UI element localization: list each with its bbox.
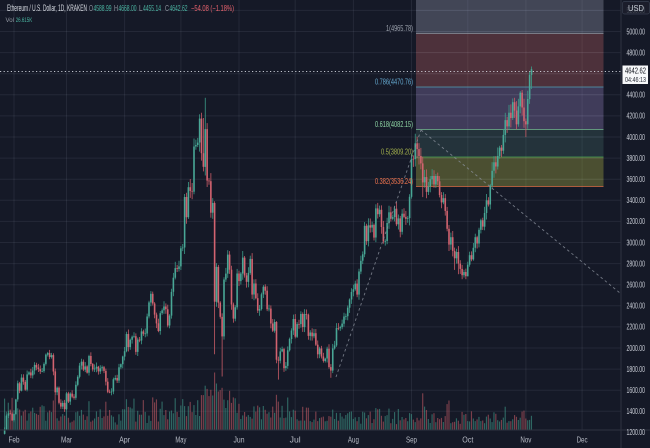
svg-text:Aug: Aug (348, 436, 359, 445)
svg-text:4800.00: 4800.00 (627, 48, 646, 57)
svg-text:H: H (114, 4, 118, 13)
svg-text:2000.00: 2000.00 (627, 344, 646, 353)
svg-text:USD: USD (628, 4, 644, 13)
svg-text:Apr: Apr (119, 436, 130, 445)
svg-text:5000.00: 5000.00 (627, 27, 646, 36)
svg-text:2800.00: 2800.00 (627, 259, 646, 268)
svg-text:3800.00: 3800.00 (627, 154, 646, 163)
svg-text:Sep: Sep (406, 436, 417, 445)
svg-text:Ethereum / U.S. Dollar, 1D, KR: Ethereum / U.S. Dollar, 1D, KRAKEN (7, 3, 87, 13)
svg-text:C: C (165, 4, 169, 13)
svg-text:1600.00: 1600.00 (627, 386, 646, 395)
svg-text:4400.00: 4400.00 (627, 91, 646, 100)
svg-text:04:46:13: 04:46:13 (625, 75, 646, 84)
svg-text:26.615K: 26.615K (16, 17, 33, 24)
svg-text:2200.00: 2200.00 (627, 323, 646, 332)
svg-text:3600.00: 3600.00 (627, 175, 646, 184)
svg-text:3200.00: 3200.00 (627, 217, 646, 226)
svg-text:1400.00: 1400.00 (627, 407, 646, 416)
svg-text:1200.00: 1200.00 (627, 428, 646, 437)
svg-text:Jun: Jun (234, 436, 245, 445)
svg-text:0.5(3809.20): 0.5(3809.20) (381, 148, 413, 157)
svg-text:0.618(4082.15): 0.618(4082.15) (375, 120, 413, 129)
svg-text:O: O (89, 4, 93, 13)
svg-text:4642.62: 4642.62 (170, 4, 188, 13)
svg-text:Dec: Dec (577, 436, 588, 445)
svg-text:4000.00: 4000.00 (627, 133, 646, 142)
svg-text:Jul: Jul (290, 436, 301, 445)
svg-text:4642.62: 4642.62 (625, 67, 646, 76)
svg-text:4588.99: 4588.99 (94, 4, 112, 13)
svg-text:2600.00: 2600.00 (627, 281, 646, 290)
svg-text:4200.00: 4200.00 (627, 112, 646, 121)
svg-text:Mar: Mar (61, 436, 72, 445)
svg-text:3400.00: 3400.00 (627, 196, 646, 205)
svg-text:1(4965.78): 1(4965.78) (386, 24, 413, 33)
svg-text:Feb: Feb (9, 436, 20, 445)
svg-text:1800.00: 1800.00 (627, 365, 646, 374)
svg-text:3000.00: 3000.00 (627, 238, 646, 247)
svg-text:0.786(4470.76): 0.786(4470.76) (375, 78, 413, 87)
svg-text:−54.08 (−1.18%): −54.08 (−1.18%) (191, 4, 234, 13)
svg-text:May: May (175, 436, 186, 445)
svg-text:L: L (139, 4, 143, 13)
svg-text:2400.00: 2400.00 (627, 302, 646, 311)
svg-text:0.382(3536.24): 0.382(3536.24) (375, 177, 413, 186)
svg-text:4668.00: 4668.00 (119, 4, 137, 13)
svg-text:Nov: Nov (520, 436, 531, 445)
svg-text:4455.14: 4455.14 (143, 4, 161, 13)
svg-text:Oct: Oct (462, 436, 474, 445)
svg-text:Vol: Vol (6, 17, 15, 24)
